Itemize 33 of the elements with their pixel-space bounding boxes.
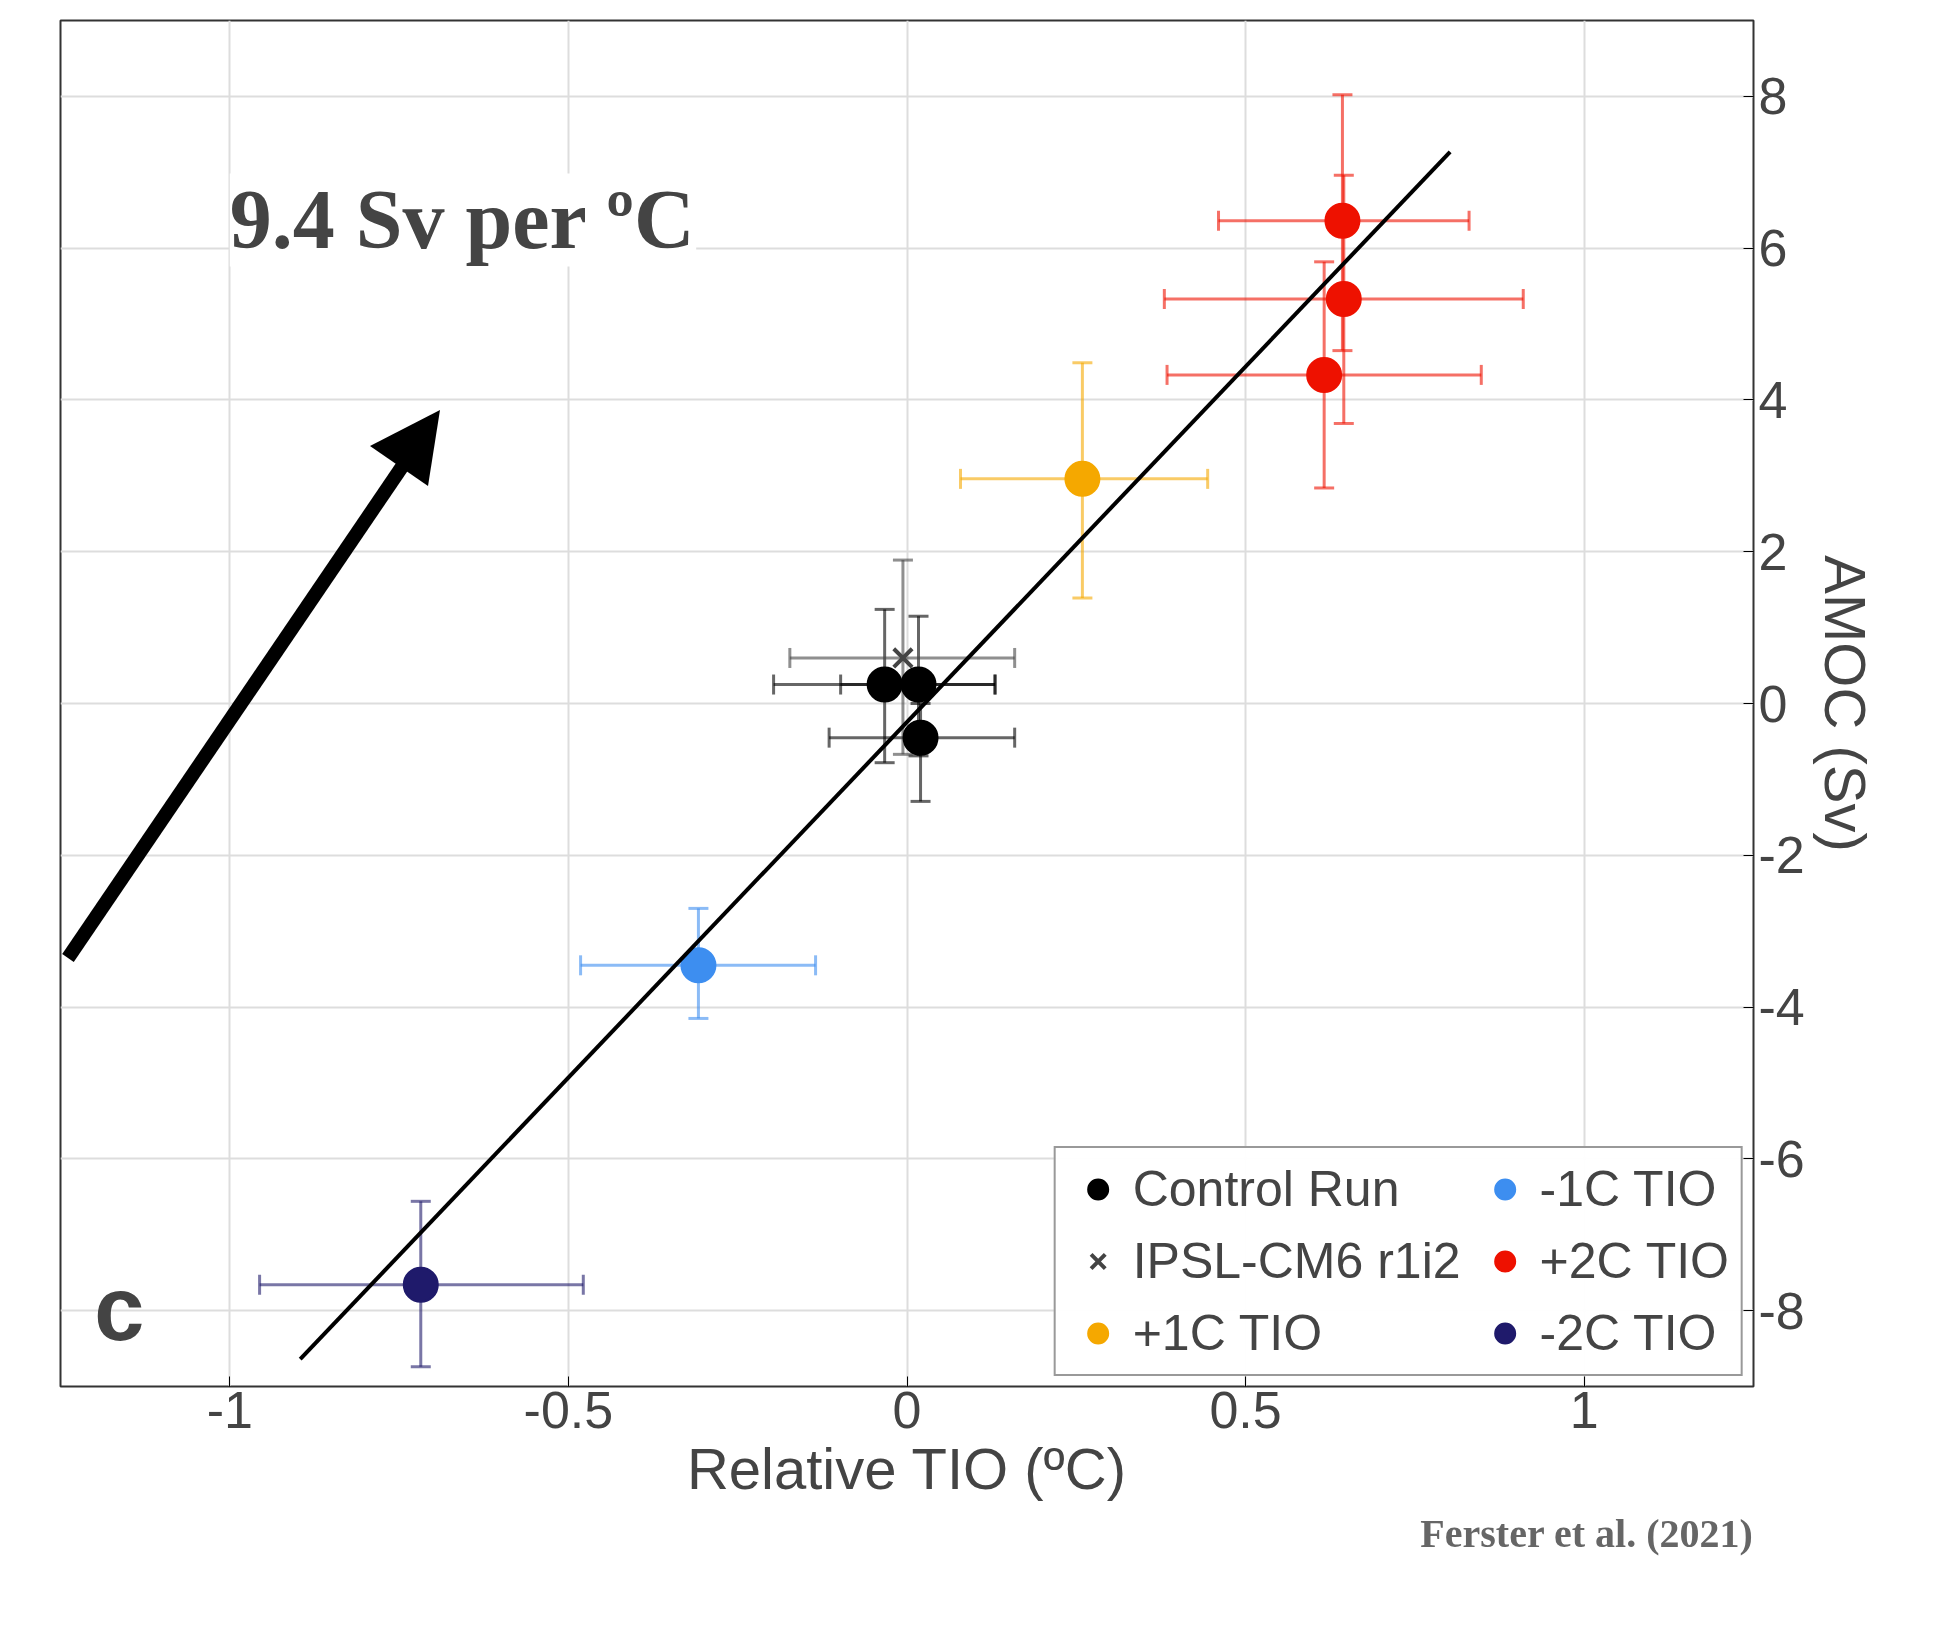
y-tick-label: -2 [1758,826,1805,885]
y-tick-label: 2 [1758,522,1788,581]
point [900,666,937,703]
point [680,947,717,984]
y-tick-label: 8 [1758,67,1788,126]
x-tick-label: 0.5 [1209,1380,1282,1439]
point [902,719,939,756]
point [891,646,915,670]
point [1306,356,1343,393]
legend-label: -2C TIO [1539,1304,1717,1362]
point [1325,281,1362,317]
y-tick-label: 4 [1758,370,1788,429]
y-tick-label: -8 [1758,1281,1805,1340]
x-tick-label: -0.5 [523,1380,614,1439]
legend-label: IPSL-CM6 r1i2 [1132,1232,1461,1290]
point [402,1266,439,1303]
y-axis-title: AMOC (Sv) [1812,555,1878,852]
y-tick-label: 6 [1758,219,1788,278]
x-tick-label: 1 [1569,1380,1599,1439]
legend-label: -1C TIO [1539,1160,1717,1218]
x-tick-label: -1 [206,1380,253,1439]
annotation: 9.4 Sv per ºC [229,173,695,267]
annotation: c [94,1259,145,1360]
legend-label: +1C TIO [1132,1304,1323,1362]
legend-label: +2C TIO [1539,1232,1729,1290]
point [1064,460,1101,497]
y-tick-label: 0 [1758,674,1788,733]
y-tick-label: -4 [1758,978,1805,1037]
text: Ferster et al. (2021) [1420,1510,1753,1556]
point [1324,202,1361,239]
y-tick-label: -6 [1758,1129,1805,1188]
point [866,666,903,703]
legend-label: Control Run [1132,1160,1400,1218]
